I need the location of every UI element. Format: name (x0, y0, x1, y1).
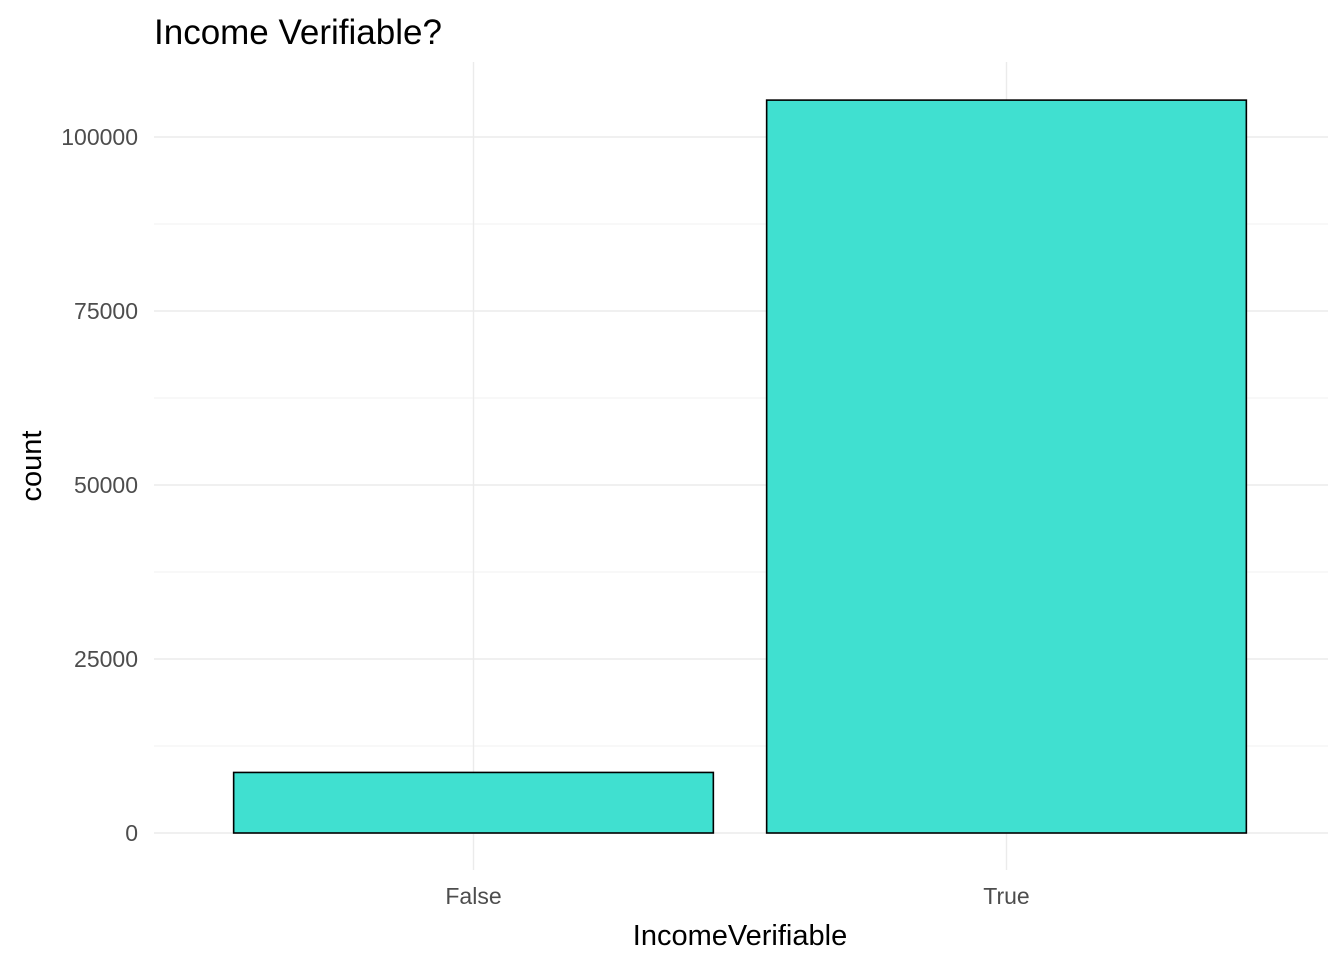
y-tick-label: 75000 (74, 298, 138, 324)
y-axis-title: count (16, 431, 48, 502)
y-tick-label: 25000 (74, 646, 138, 672)
x-tick-label: True (983, 883, 1029, 909)
bars (232, 99, 1248, 834)
y-tick-label: 100000 (61, 124, 138, 150)
y-tick-label: 50000 (74, 472, 138, 498)
y-tick-label: 0 (125, 820, 138, 846)
x-tick-label: False (445, 883, 501, 909)
bar-false (232, 771, 715, 834)
x-axis-title: IncomeVerifiable (633, 920, 847, 952)
x-axis-tick-labels: False True (445, 883, 1029, 909)
chart-title: Income Verifiable? (154, 13, 442, 52)
y-axis-tick-labels: 0 25000 50000 75000 100000 (61, 124, 138, 846)
bar-true (765, 99, 1248, 834)
